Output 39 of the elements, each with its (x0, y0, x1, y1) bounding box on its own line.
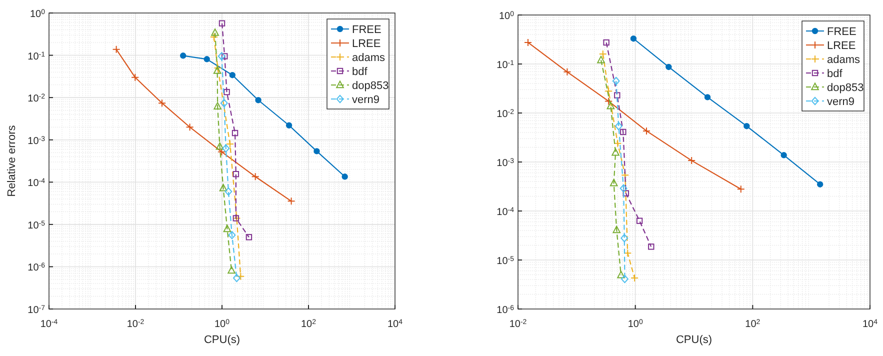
x-tick-label: 10$^{-2}$ (509, 318, 527, 330)
y-tick-label: 10$^{-4}$ (28, 178, 46, 190)
legend-label: bdf (827, 68, 844, 80)
legend-label: dop853 (827, 82, 864, 94)
y-tick-label: 10$^{-4}$ (496, 206, 514, 218)
legend-label: FREE (352, 24, 382, 36)
legend-label: vern9 (352, 94, 380, 106)
y-tick-label: 10$^{-2}$ (496, 108, 514, 120)
y-tick-label: 10$^{-2}$ (28, 93, 46, 105)
y-tick-label: 10$^{-6}$ (496, 304, 514, 316)
y-tick-label: 10$^{-5}$ (28, 220, 46, 232)
legend-label: dop853 (352, 80, 389, 92)
x-tick-label: 10$^{-2}$ (126, 318, 144, 330)
y-axis-title: Relative errors (6, 124, 18, 197)
x-axis-title: CPU(s) (676, 334, 712, 346)
x-tick-label: 10$^{2}$ (300, 318, 316, 330)
x-tick-label: 10$^{0}$ (214, 318, 230, 330)
legend-label: FREE (827, 26, 856, 38)
x-tick-label: 10$^{-4}$ (40, 318, 58, 330)
legend-label: adams (827, 54, 861, 66)
y-tick-label: 10$^{-1}$ (28, 50, 46, 62)
y-tick-label: 10$^{-6}$ (28, 262, 46, 274)
legend-label: bdf (352, 66, 368, 78)
x-axis-title: CPU(s) (204, 334, 240, 346)
y-tick-label: 10$^{0}$ (498, 10, 514, 22)
legend-label: vern9 (827, 96, 855, 108)
x-tick-label: 10$^{0}$ (628, 318, 643, 330)
x-tick-label: 10$^{4}$ (862, 318, 878, 330)
legend-label: LREE (352, 38, 381, 50)
y-tick-label: 10$^{-3}$ (496, 158, 514, 169)
x-tick-label: 10$^{4}$ (387, 318, 403, 330)
y-tick-label: 10$^{-7}$ (28, 304, 46, 316)
y-tick-label: 10$^{0}$ (30, 8, 46, 20)
x-tick-label: 10$^{2}$ (745, 318, 760, 330)
legend-label: LREE (827, 40, 856, 52)
y-tick-label: 10$^{-5}$ (496, 256, 514, 267)
y-tick-label: 10$^{-3}$ (28, 135, 46, 147)
y-tick-label: 10$^{-1}$ (496, 60, 514, 71)
legend-label: adams (352, 52, 386, 64)
